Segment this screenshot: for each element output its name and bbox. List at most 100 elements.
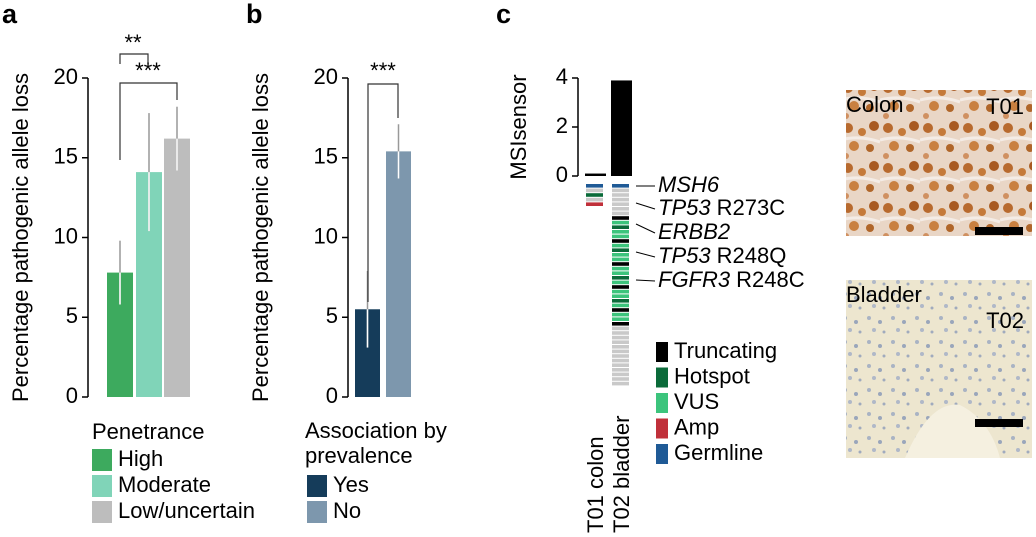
oncoprint-cell xyxy=(612,257,629,262)
oncoprint-cell xyxy=(612,266,629,271)
gene-pointer xyxy=(635,279,656,282)
legend-swatch xyxy=(92,449,112,471)
gene-label: MSH6 xyxy=(658,172,720,197)
significance-label: ** xyxy=(124,30,142,55)
y-axis-label: Percentage pathogenic allele loss xyxy=(8,73,33,402)
oncoprint-cell xyxy=(612,220,629,225)
bar xyxy=(611,80,632,176)
image-sample: T02 xyxy=(986,308,1024,333)
y-tick-label: 0 xyxy=(556,162,568,187)
y-tick-label: 20 xyxy=(314,64,338,89)
oncoprint-cell xyxy=(586,193,603,197)
legend-swatch xyxy=(656,393,668,413)
gene-pointer xyxy=(635,251,656,258)
oncoprint-cell xyxy=(612,363,629,367)
legend-label: Amp xyxy=(674,414,719,439)
oncoprint-cell xyxy=(612,202,629,206)
oncoprint-cell xyxy=(612,216,629,220)
sample-label: T01 colon xyxy=(583,436,608,533)
oncoprint-cell xyxy=(612,262,629,266)
significance-bracket xyxy=(367,83,399,302)
y-tick-label: 10 xyxy=(54,223,78,248)
scale-bar xyxy=(975,419,1023,427)
gene-name: TP53 xyxy=(658,243,711,268)
variant: R273C xyxy=(717,195,786,220)
significance-bracket xyxy=(119,82,178,160)
oncoprint-cell xyxy=(612,377,629,381)
oncoprint-cell xyxy=(612,248,629,252)
gene-pointer xyxy=(635,202,656,210)
oncoprint-cell xyxy=(612,299,629,303)
oncoprint-cell xyxy=(612,188,629,193)
oncoprint-cell xyxy=(612,303,629,308)
variant: R248Q xyxy=(717,243,787,268)
legend-swatch xyxy=(307,475,327,497)
y-tick-label: 20 xyxy=(54,64,78,89)
oncoprint-cell xyxy=(612,368,629,372)
significance-label: *** xyxy=(370,58,396,83)
oncoprint-cell xyxy=(612,349,629,354)
oncoprint-cell xyxy=(612,285,629,289)
oncoprint-cell xyxy=(612,381,629,386)
y-tick-label: 5 xyxy=(326,303,338,328)
legend-label: High xyxy=(118,446,163,471)
gene-name: FGFR3 xyxy=(658,267,731,292)
y-tick-label: 15 xyxy=(314,144,338,169)
oncoprint-cell xyxy=(586,184,603,188)
oncoprint-cell xyxy=(612,289,629,294)
oncoprint-cell xyxy=(586,197,603,202)
legend-label: Hotspot xyxy=(674,363,750,388)
oncoprint-cell xyxy=(612,253,629,257)
panel-letter: c xyxy=(496,0,511,29)
oncoprint-cell xyxy=(612,234,629,239)
y-tick-label: 10 xyxy=(314,223,338,248)
legend-swatch xyxy=(656,444,668,464)
oncoprint-cell xyxy=(612,372,629,377)
colon-image xyxy=(846,90,1032,236)
y-tick-label: 5 xyxy=(66,303,78,328)
oncoprint-cell xyxy=(612,230,629,234)
oncoprint-cell xyxy=(612,271,629,275)
bar xyxy=(164,138,190,398)
legend-title: Penetrance xyxy=(92,419,205,444)
gene-pointer xyxy=(635,223,656,234)
gene-name: MSH6 xyxy=(658,172,720,197)
gene-label: TP53 R273C xyxy=(658,195,785,220)
oncoprint-cell xyxy=(612,225,629,229)
legend-label: Moderate xyxy=(118,472,211,497)
legend-label: Low/uncertain xyxy=(118,498,255,523)
oncoprint-cell xyxy=(586,188,603,193)
legend-swatch xyxy=(92,501,112,523)
oncoprint-cell xyxy=(612,312,629,317)
oncoprint-cell xyxy=(612,345,629,349)
legend-swatch xyxy=(656,342,668,362)
legend-swatch xyxy=(656,418,668,439)
bar xyxy=(585,173,606,176)
oncoprint-cell xyxy=(612,340,629,344)
scale-bar xyxy=(975,227,1023,235)
y-tick-label: 0 xyxy=(326,383,338,408)
oncoprint-cell xyxy=(612,308,629,312)
variant: R248C xyxy=(736,267,805,292)
oncoprint-cell xyxy=(612,326,629,331)
oncoprint-cell xyxy=(612,294,629,298)
legend-label: Germline xyxy=(674,440,763,465)
legend-swatch xyxy=(307,501,327,523)
sample-label: T02 bladder xyxy=(609,416,634,533)
oncoprint-cell xyxy=(612,276,629,280)
legend-swatch xyxy=(92,475,112,497)
image-sample: T01 xyxy=(986,94,1024,119)
oncoprint-cell xyxy=(612,358,629,363)
legend-label: Yes xyxy=(333,472,369,497)
oncoprint-cell xyxy=(612,197,629,202)
oncoprint-cell xyxy=(612,211,629,216)
oncoprint-cell xyxy=(612,239,629,243)
legend-label: No xyxy=(333,498,361,523)
oncoprint-cell xyxy=(612,322,629,326)
oncoprint-cell xyxy=(612,331,629,335)
oncoprint-cell xyxy=(612,193,629,197)
significance-bracket xyxy=(119,53,149,64)
y-tick-label: 4 xyxy=(556,64,568,89)
oncoprint-cell xyxy=(586,202,603,206)
